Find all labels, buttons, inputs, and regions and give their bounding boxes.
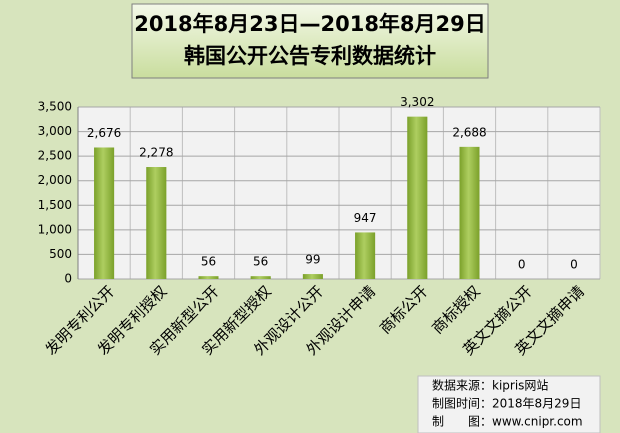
value-label: 2,278 xyxy=(139,146,173,160)
y-tick-label: 2,000 xyxy=(38,173,72,187)
value-label: 947 xyxy=(354,211,377,225)
value-label: 99 xyxy=(305,253,320,267)
source-line: 制图时间：2018年8月29日 xyxy=(432,397,581,411)
y-tick-label: 3,000 xyxy=(38,124,72,138)
x-tick-label: 商标公开 xyxy=(376,282,431,337)
y-tick-label: 0 xyxy=(64,272,72,286)
chart-subtitle: 韩国公开公告专利数据统计 xyxy=(184,44,436,68)
bar xyxy=(199,276,219,279)
y-tick-label: 1,000 xyxy=(38,222,72,236)
y-tick-label: 2,500 xyxy=(38,149,72,163)
bar xyxy=(303,274,323,279)
bar xyxy=(355,232,375,279)
value-label: 56 xyxy=(253,255,268,269)
bar xyxy=(460,147,480,279)
value-label: 2,676 xyxy=(87,126,121,140)
value-label: 2,688 xyxy=(452,125,486,139)
bar xyxy=(251,276,271,279)
value-label: 0 xyxy=(570,258,578,272)
source-line: 制 图：www.cnipr.com xyxy=(432,415,583,429)
y-tick-label: 3,500 xyxy=(38,100,72,114)
y-tick-label: 500 xyxy=(49,247,72,261)
chart-title: 2018年8月23日—2018年8月29日 xyxy=(134,12,486,36)
source-line: 数据来源：kipris网站 xyxy=(432,378,548,393)
value-label: 3,302 xyxy=(400,95,434,109)
bar xyxy=(146,167,166,279)
value-label: 56 xyxy=(201,255,216,269)
y-tick-label: 1,500 xyxy=(38,198,72,212)
value-label: 0 xyxy=(518,258,526,272)
bar xyxy=(407,117,427,279)
bar xyxy=(94,147,114,279)
